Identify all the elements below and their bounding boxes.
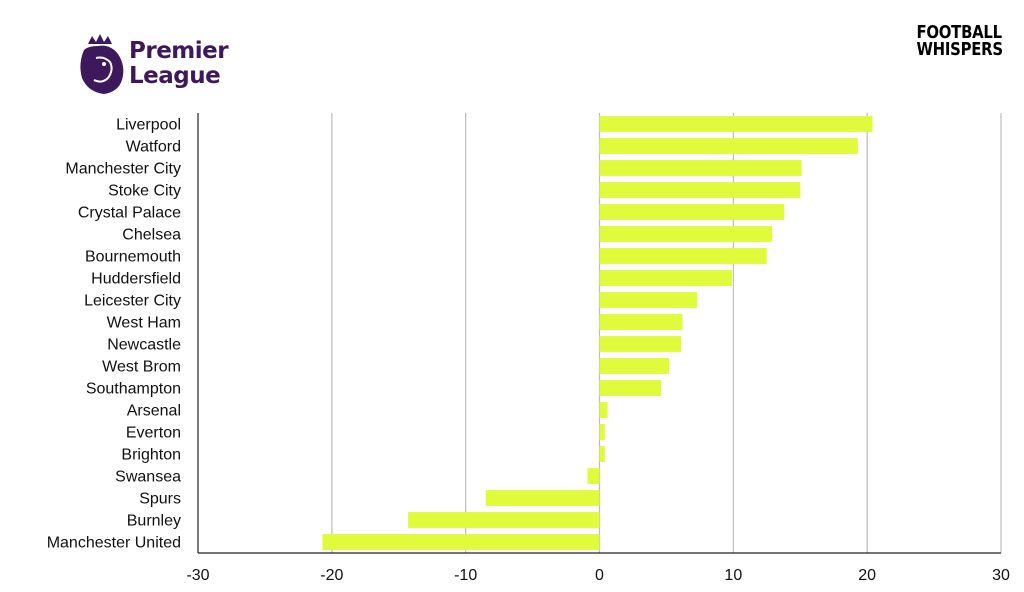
bar-1 [599,138,858,154]
bar-15 [599,446,605,462]
premier-league-lion-icon [80,34,124,94]
bar-16 [587,468,600,484]
category-label-1: Watford [126,139,181,156]
league-line-1: Premier [129,38,229,64]
category-label-15: Brighton [121,447,181,464]
category-label-0: Liverpool [116,117,181,134]
bar-2 [599,160,802,176]
category-label-6: Bournemouth [85,249,181,266]
category-label-10: Newcastle [107,337,181,354]
x-tick-label-1: -20 [320,567,343,584]
bar-17 [485,490,600,506]
gridlines [331,113,1002,553]
x-tick-label-6: 30 [992,567,1010,584]
bar-11 [599,358,670,374]
premier-league-wordmark: Premier League [129,38,229,89]
category-label-9: West Ham [107,315,181,332]
bar-14 [599,424,605,440]
x-tick-label-3: 0 [595,567,604,584]
bar-8 [599,292,698,308]
league-line-2: League [129,63,221,89]
x-tick-label-5: 20 [858,567,876,584]
bar-0 [599,116,873,132]
axes [197,113,1001,554]
category-label-5: Chelsea [122,227,181,244]
bar-10 [599,336,682,352]
category-label-16: Swansea [115,469,181,486]
category-label-17: Spurs [139,491,181,508]
bar-3 [599,182,801,198]
category-labels: Liverpool Watford Manchester City Stoke Cit… [47,117,181,552]
x-tick-label-2: -10 [454,567,477,584]
category-label-12: Southampton [86,381,181,398]
category-label-3: Stoke City [108,183,181,200]
bar-18 [408,512,600,528]
x-tick-label-0: -30 [186,567,209,584]
category-label-8: Leicester City [84,293,181,310]
bar-7 [599,270,732,286]
bar-4 [599,204,785,220]
category-label-18: Burnley [127,513,181,530]
publisher-line-2: WHISPERS [916,39,1004,60]
bar-12 [599,380,662,396]
bar-19 [322,534,600,550]
x-tick-label-4: 10 [724,567,742,584]
football-whispers-logo: FOOTBALL WHISPERS [916,22,1004,60]
category-label-19: Manchester United [47,535,181,552]
bar-6 [599,248,767,264]
premier-league-logo [74,34,234,96]
bar-13 [599,402,608,418]
category-label-7: Huddersfield [91,271,181,288]
category-label-13: Arsenal [127,403,181,420]
publisher-line-1: FOOTBALL [916,22,1003,43]
category-label-4: Crystal Palace [78,205,181,222]
category-label-11: West Brom [102,359,181,376]
bars [322,116,873,550]
bar-5 [599,226,773,242]
bar-9 [599,314,683,330]
category-label-2: Manchester City [65,161,181,178]
tick-labels: -30 -20 -10 0 10 20 30 [186,567,1010,584]
category-label-14: Everton [126,425,181,442]
